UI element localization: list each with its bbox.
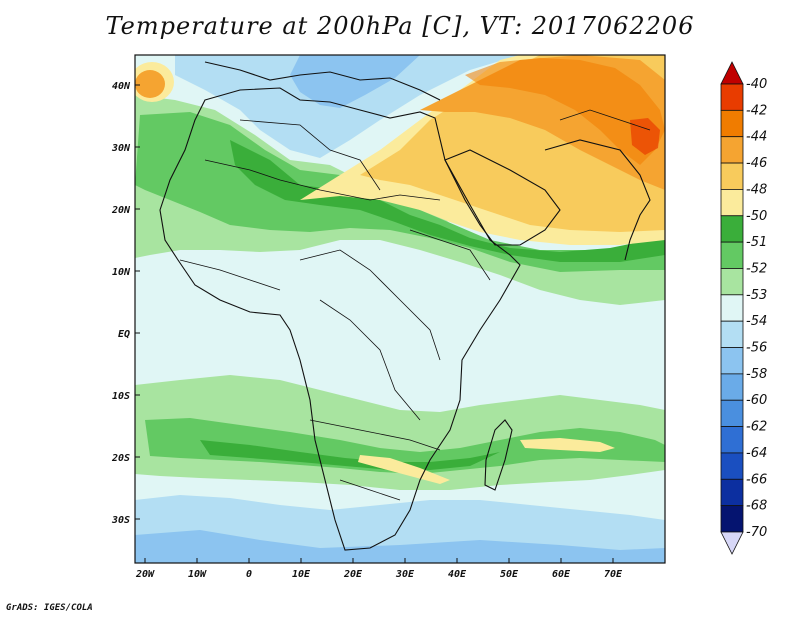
lat-label: 10N	[112, 267, 131, 278]
colorbar-label: -46	[746, 156, 767, 171]
colorbar-swatch	[720, 505, 744, 533]
colorbar-label: -66	[746, 472, 767, 487]
border-line-1	[204, 159, 441, 201]
temperature-field	[135, 55, 665, 563]
colorbar-swatch	[720, 268, 744, 296]
blue-band-south-deep	[135, 530, 665, 563]
grads-credit: GrADS: IGES/COLA	[6, 603, 93, 613]
colorbar-label: -44	[746, 130, 767, 145]
colorbar-swatch	[720, 320, 744, 348]
red-orange-spot	[630, 118, 660, 155]
border-line-4	[319, 299, 421, 421]
colorbar-swatch	[720, 399, 744, 427]
green-band-dark	[230, 140, 665, 262]
map-frame	[134, 54, 666, 564]
longitude-labels: 20W 10W 0 10E 20E 30E 40E 50E 60E 70E	[135, 569, 623, 580]
colorbar-top-arrow	[720, 61, 744, 85]
colorbar-label: -52	[746, 261, 767, 276]
central-pale-region	[295, 250, 470, 405]
lat-label: 30N	[111, 143, 131, 154]
colorbar-swatch	[720, 294, 744, 322]
colorbar-label: -56	[746, 341, 767, 356]
colorbar-label: -42	[746, 103, 767, 118]
europe-coast	[204, 61, 441, 101]
colorbar: -40 -42 -44 -46 -48 -50 -51 -52 -53 -54 -56 -58 -60 -…	[720, 61, 767, 555]
colorbar-label: -60	[746, 393, 767, 408]
colorbar-swatch	[720, 452, 744, 480]
lon-label: 20E	[343, 569, 363, 580]
colorbar-label: -51	[746, 235, 767, 250]
colorbar-label: -58	[746, 367, 767, 382]
africa-coast	[159, 87, 521, 551]
lon-label: 20W	[135, 569, 155, 580]
colorbar-swatch	[720, 478, 744, 507]
colorbar-swatch	[720, 83, 744, 111]
colorbar-swatch	[720, 241, 744, 269]
lon-label: 70E	[604, 569, 623, 580]
lat-label: 20N	[111, 205, 131, 216]
border-line-3	[299, 249, 441, 361]
yellow-streak-south	[358, 455, 450, 484]
colorbar-label: -62	[746, 420, 767, 435]
colorbar-bottom-arrow	[720, 531, 744, 555]
lon-label: 0	[246, 569, 252, 580]
lat-label: 40N	[112, 81, 131, 92]
colorbar-label: -48	[746, 182, 767, 197]
colorbar-swatch	[720, 426, 744, 454]
lon-label: 10W	[188, 569, 207, 580]
lon-label: 60E	[552, 569, 571, 580]
colorbar-swatch	[720, 373, 744, 401]
colorbar-label: -64	[746, 446, 767, 461]
border-line-7	[339, 479, 401, 501]
colorbar-label: -70	[746, 525, 767, 540]
lon-label: 10E	[292, 569, 311, 580]
lat-label: 10S	[112, 391, 130, 402]
asia-coast	[544, 139, 651, 261]
longitude-ticks	[144, 558, 614, 563]
green-band-light	[135, 95, 665, 305]
lat-label: 30S	[111, 515, 130, 526]
latitude-ticks	[135, 84, 140, 520]
green-band-south-dark	[200, 440, 500, 470]
coastlines	[159, 61, 651, 551]
yellow-streak-east	[520, 438, 615, 452]
latitude-labels: 40N 30N 20N 10N EQ 10S 20S 30S	[111, 81, 131, 526]
colorbar-swatch	[720, 109, 744, 138]
orange-dark-region	[465, 58, 665, 165]
madagascar-coast	[484, 419, 513, 491]
border-line-2	[239, 119, 381, 191]
map-title: Temperature at 200hPa [C], VT: 201706220…	[105, 12, 695, 40]
colorbar-swatch	[720, 347, 744, 375]
arabia-coast	[444, 149, 561, 246]
colorbar-label: -40	[746, 77, 767, 92]
lat-label: EQ	[118, 329, 130, 340]
colorbar-swatch	[720, 215, 744, 243]
lat-label: 20S	[111, 453, 130, 464]
colorbar-label: -54	[746, 314, 767, 329]
colorbar-swatch	[720, 136, 744, 164]
atlantic-blob-inner	[135, 70, 165, 98]
border-line-6	[179, 259, 281, 291]
lon-label: 40E	[448, 569, 467, 580]
colorbar-swatch	[720, 189, 744, 217]
border-line-9	[559, 109, 651, 131]
border-line-5	[309, 419, 441, 451]
lon-label: 30E	[395, 569, 415, 580]
blue-core-north	[290, 55, 420, 108]
border-line-8	[409, 229, 491, 281]
colorbar-label: -68	[746, 499, 767, 514]
green-band-mid	[135, 112, 665, 272]
lon-label: 50E	[500, 569, 519, 580]
colorbar-label: -53	[746, 288, 767, 303]
colorbar-swatch	[720, 162, 744, 190]
colorbar-label: -50	[746, 209, 767, 224]
